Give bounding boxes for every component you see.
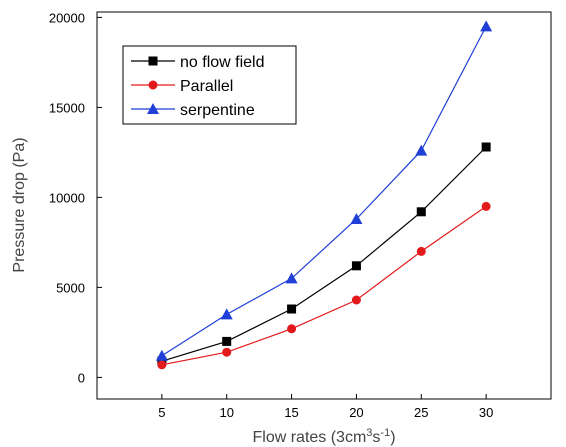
legend-label: Parallel xyxy=(180,78,233,95)
x-tick-label: 30 xyxy=(479,405,493,420)
series-serpentine xyxy=(155,20,493,361)
series-layer xyxy=(155,20,493,370)
x-title-base: Flow rates (3cm xyxy=(252,429,366,446)
legend-entry: no flow field xyxy=(131,54,265,71)
series-parallel xyxy=(157,201,491,370)
legend-entry: Parallel xyxy=(131,78,233,95)
series-line xyxy=(161,146,487,362)
data-point xyxy=(287,304,297,314)
data-point xyxy=(416,246,426,256)
y-tick-label: 10000 xyxy=(49,190,85,205)
data-point xyxy=(480,20,493,32)
data-point xyxy=(222,336,232,346)
axis-ticks: 5 10 15 20 25 30 0 5000 10000 15000 20000 xyxy=(49,10,494,420)
data-point xyxy=(350,213,363,224)
data-point xyxy=(287,324,297,334)
series-line xyxy=(161,26,487,357)
data-point xyxy=(157,360,167,370)
y-tick-label: 15000 xyxy=(49,100,85,115)
data-point xyxy=(220,308,233,320)
plot-frame xyxy=(96,11,552,400)
data-point xyxy=(416,207,426,217)
legend-marker xyxy=(148,80,158,90)
data-point xyxy=(351,295,361,305)
legend: no flow field Parallel serpentine xyxy=(122,45,297,125)
data-point xyxy=(222,347,232,357)
legend-label: no flow field xyxy=(180,54,265,71)
legend-marker xyxy=(147,103,159,114)
x-tick-label: 20 xyxy=(349,405,363,420)
data-point xyxy=(155,349,168,361)
x-tick-label: 25 xyxy=(414,405,428,420)
data-point xyxy=(481,142,491,152)
x-axis-title: Flow rates (3cm3s-1) xyxy=(252,427,395,446)
x-title-mid: s xyxy=(372,429,380,446)
x-title-sup: 3 xyxy=(366,427,372,439)
data-point xyxy=(415,144,428,156)
series-line xyxy=(161,205,487,366)
x-title-sup: -1 xyxy=(380,427,390,439)
y-tick-label: 5000 xyxy=(56,280,85,295)
y-axis-title: Pressure drop (Pa) xyxy=(11,137,28,272)
x-tick-label: 15 xyxy=(284,405,298,420)
y-tick-label: 20000 xyxy=(49,10,85,25)
x-title-end: ) xyxy=(390,429,395,446)
y-tick-label: 0 xyxy=(78,370,85,385)
data-point xyxy=(481,201,491,211)
data-point xyxy=(285,272,298,284)
data-point xyxy=(351,261,361,271)
x-tick-label: 5 xyxy=(158,405,165,420)
legend-marker xyxy=(148,56,158,66)
legend-label: serpentine xyxy=(180,102,255,119)
x-tick-label: 10 xyxy=(219,405,233,420)
series-no-flow-field xyxy=(157,142,491,366)
legend-entry: serpentine xyxy=(131,102,255,119)
